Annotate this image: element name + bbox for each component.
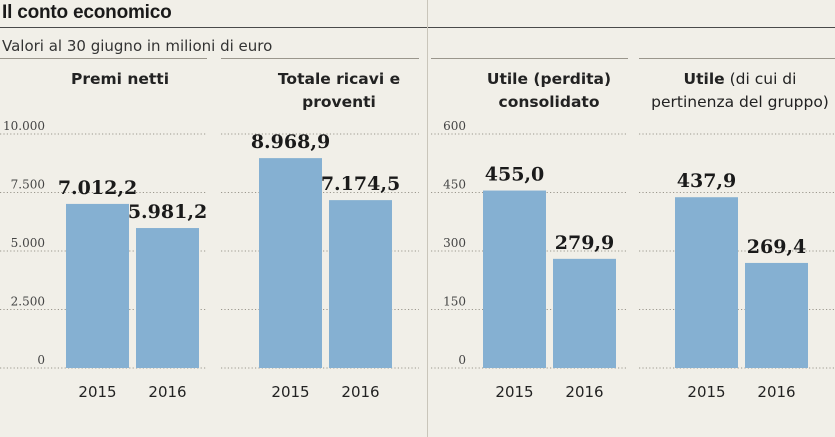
bar-2015 [483, 190, 546, 368]
section-divider [427, 0, 428, 437]
value-label: 5.981,2 [128, 201, 207, 223]
x-tick-label: 2016 [565, 383, 603, 401]
panel-utile-gruppo: Utile (di cui di pertinenza del gruppo) … [639, 58, 835, 437]
x-tick-label: 2015 [687, 383, 725, 401]
y-tick-label: 7.500 [11, 178, 45, 192]
x-tick-label: 2015 [495, 383, 533, 401]
y-tick-label: 10.000 [3, 119, 45, 133]
panel-title: Utile (di cui di pertinenza del gruppo) [647, 68, 833, 114]
y-tick-label: 450 [443, 178, 466, 192]
x-tick-label: 2015 [78, 383, 116, 401]
panel-totale-ricavi: Totale ricavi e proventi 8.968,9 2015 7.17… [221, 58, 421, 437]
bar-2015 [259, 158, 322, 368]
chart-subtitle: Valori al 30 giugno in milioni di euro [2, 37, 273, 55]
bar-chart-premi-netti: 0 2.500 5.000 7.500 10.000 7.012,2 2015 5.981,2… [0, 119, 207, 401]
y-tick-label: 5.000 [11, 236, 45, 250]
panel-title-bold: Utile [683, 70, 725, 88]
value-label: 8.968,9 [251, 131, 330, 153]
y-tick-label: 0 [458, 353, 466, 367]
value-label: 269,4 [747, 236, 807, 258]
panel-rule [639, 58, 835, 59]
y-tick-label: 600 [443, 119, 466, 133]
x-tick-label: 2016 [341, 383, 379, 401]
panel-premi-netti: Premi netti 0 2.500 5.000 7.500 10.000 7.012,… [0, 58, 211, 437]
bar-2015 [675, 197, 738, 368]
bar-2016 [745, 262, 808, 368]
panel-title: Totale ricavi e proventi [265, 68, 413, 114]
panel-title-bold: Premi netti [70, 70, 170, 88]
panel-title-bold: Utile (perdita) consolidato [486, 70, 612, 111]
panel-utile-consolidato: Utile (perdita) consolidato 0 150 300 450 60… [431, 58, 631, 437]
bar-chart-totale-ricavi: 8.968,9 2015 7.174,5 2016 [221, 131, 419, 401]
panel-rule [0, 58, 207, 59]
bar-chart-utile-consolidato: 0 150 300 450 600 455,0 2015 279,9 2016 [431, 119, 628, 401]
value-label: 437,9 [677, 170, 737, 192]
value-label: 7.174,5 [321, 173, 400, 195]
panel-rule [431, 58, 628, 59]
panel-title: Utile (perdita) consolidato [475, 68, 623, 114]
panel-title: Premi netti [36, 68, 204, 91]
chart-title: Il conto economico [2, 2, 172, 23]
x-tick-label: 2016 [148, 383, 186, 401]
value-label: 7.012,2 [58, 177, 137, 199]
panel-title-bold: Totale ricavi e proventi [277, 70, 401, 111]
title-rule [0, 27, 835, 28]
bar-2015 [66, 203, 129, 368]
bar-2016 [136, 228, 199, 368]
y-tick-label: 0 [37, 353, 45, 367]
panel-rule [221, 58, 419, 59]
x-tick-label: 2016 [757, 383, 795, 401]
bar-2016 [329, 200, 392, 368]
value-label: 279,9 [555, 232, 615, 254]
bar-chart-utile-gruppo: 437,9 2015 269,4 2016 [639, 133, 835, 401]
value-label: 455,0 [485, 164, 545, 186]
bar-2016 [553, 258, 616, 368]
y-tick-label: 150 [443, 295, 466, 309]
y-tick-label: 2.500 [11, 295, 45, 309]
y-tick-label: 300 [443, 236, 466, 250]
x-tick-label: 2015 [271, 383, 309, 401]
panel-title-light: (di cui di pertinenza del gruppo) [651, 70, 829, 111]
